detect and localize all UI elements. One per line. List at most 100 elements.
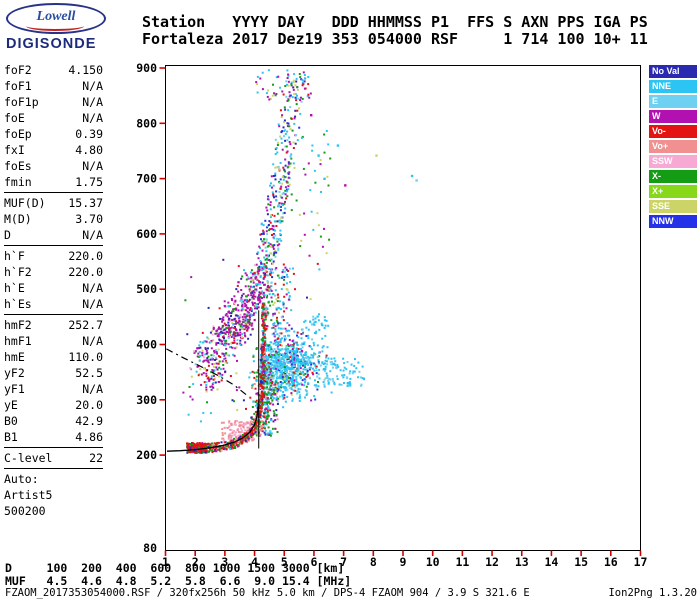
- svg-text:300: 300: [136, 393, 157, 407]
- parameter-row-500200: 500200: [4, 503, 103, 519]
- svg-text:600: 600: [136, 227, 157, 241]
- parameter-value: N/A: [82, 159, 103, 173]
- parameter-value: N/A: [82, 79, 103, 93]
- parameter-name: hmF2: [4, 318, 32, 332]
- svg-text:500: 500: [136, 282, 157, 296]
- outlier-points: [310, 114, 418, 187]
- cluster-plume-sparse: [272, 130, 332, 257]
- parameter-name: foF1: [4, 79, 32, 93]
- svg-text:900: 900: [136, 61, 157, 75]
- parameter-separator: [4, 192, 103, 193]
- svg-text:2: 2: [192, 555, 199, 569]
- legend-item-vo_plus: Vo+: [649, 140, 697, 153]
- parameter-value: N/A: [82, 297, 103, 311]
- parameter-row-b1: B1 4.86: [4, 429, 103, 445]
- parameter-row-clevel: C-level 22: [4, 450, 103, 466]
- cluster-cyan-cloud: [259, 327, 333, 404]
- parameter-value: 4.80: [75, 143, 103, 157]
- parameter-value: 52.5: [75, 366, 103, 380]
- svg-text:9: 9: [400, 555, 407, 569]
- parameter-name: B1: [4, 430, 18, 444]
- parameter-name: h`Es: [4, 297, 32, 311]
- legend-item-nnw: NNW: [649, 215, 697, 228]
- station-header-labels: Station YYYY DAY DDD HHMMSS P1 FFS S AXN…: [142, 13, 648, 31]
- parameter-name: yF1: [4, 382, 25, 396]
- svg-text:4: 4: [251, 555, 258, 569]
- svg-text:14: 14: [545, 555, 559, 569]
- svg-text:6: 6: [310, 555, 317, 569]
- legend-item-ssw: SSW: [649, 155, 697, 168]
- parameter-name: D: [4, 228, 11, 242]
- svg-text:3: 3: [221, 555, 228, 569]
- parameter-name: yF2: [4, 366, 25, 380]
- parameter-value: N/A: [82, 334, 103, 348]
- parameter-value: 220.0: [68, 249, 103, 263]
- legend-item-vo_minus: Vo-: [649, 125, 697, 138]
- file-info-line: FZAOM_2017353054000.RSF / 320fx256h 50 k…: [5, 588, 697, 599]
- parameter-separator: [4, 447, 103, 448]
- parameter-row-md: M(D) 3.70: [4, 211, 103, 227]
- parameter-row-hme: hmE 110.0: [4, 349, 103, 365]
- file-info-text: FZAOM_2017353054000.RSF / 320fx256h 50 k…: [5, 587, 530, 599]
- parameter-row-fof1: foF1 N/A: [4, 78, 103, 94]
- true-height-profile-curve: [166, 406, 260, 452]
- cluster-cyan-tail2: [301, 313, 330, 331]
- cluster-upper-plume: [256, 69, 307, 277]
- svg-text:7: 7: [340, 555, 347, 569]
- svg-text:1: 1: [162, 555, 169, 569]
- parameter-row-fof2: foF2 4.150: [4, 62, 103, 78]
- cluster-diag-band2: [197, 287, 266, 404]
- parameter-name: foF1p: [4, 95, 39, 109]
- parameter-value: 1.75: [75, 175, 103, 189]
- parameter-value: 15.37: [68, 196, 103, 210]
- parameter-value: N/A: [82, 281, 103, 295]
- svg-text:10: 10: [426, 555, 440, 569]
- legend-item-w: W: [649, 110, 697, 123]
- parameter-name: C-level: [4, 451, 53, 465]
- parameter-row-foes: foEs N/A: [4, 158, 103, 174]
- parameter-row-hf2: h`F2 220.0: [4, 264, 103, 280]
- cluster-top-sparse: [255, 69, 312, 102]
- parameter-row-hmf2: hmF2 252.7: [4, 317, 103, 333]
- y-axis-ticks: 200 300 400 500 600 700 800 900 80: [136, 61, 166, 555]
- parameter-name: foF2: [4, 63, 32, 77]
- parameter-value: N/A: [82, 228, 103, 242]
- svg-text:8: 8: [370, 555, 377, 569]
- parameter-row-he: h`E N/A: [4, 280, 103, 296]
- cluster-diag-band: [188, 252, 273, 388]
- parameter-value: 4.150: [68, 63, 103, 77]
- legend-item-e: E: [649, 95, 697, 108]
- parameter-name: foEp: [4, 127, 32, 141]
- parameter-row-hmf1: hmF1 N/A: [4, 333, 103, 349]
- parameter-name: fmin: [4, 175, 32, 189]
- cluster-cyan-tail: [322, 357, 366, 387]
- svg-text:5: 5: [281, 555, 288, 569]
- legend-item-nne: NNE: [649, 80, 697, 93]
- lowell-digisonde-logo: Lowell DIGISONDE: [6, 3, 116, 52]
- y-axis-bottom-label: 80: [143, 541, 157, 555]
- parameter-row-yf2: yF2 52.5: [4, 365, 103, 381]
- parameter-name: h`E: [4, 281, 25, 295]
- svg-text:16: 16: [604, 555, 618, 569]
- cluster-cloud-plume-join: [262, 266, 292, 330]
- parameter-name: MUF(D): [4, 196, 46, 210]
- parameter-separator: [4, 468, 103, 469]
- legend-item-x_minus: X-: [649, 170, 697, 183]
- station-header-values: Fortaleza 2017 Dez19 353 054000 RSF 1 71…: [142, 30, 648, 48]
- parameter-value: 110.0: [68, 350, 103, 364]
- parameter-row-fxi: fxI 4.80: [4, 142, 103, 158]
- logo-digisonde-text: DIGISONDE: [6, 36, 97, 52]
- parameter-value: 20.0: [75, 398, 103, 412]
- parameter-value: 252.7: [68, 318, 103, 332]
- svg-text:15: 15: [574, 555, 588, 569]
- parameter-name: foE: [4, 111, 25, 125]
- program-version-text: Ion2Png 1.3.20: [608, 587, 697, 599]
- parameter-value: 3.70: [75, 212, 103, 226]
- parameter-name: Artist5: [4, 488, 53, 502]
- parameter-name: Auto:: [4, 472, 39, 486]
- parameter-value: N/A: [82, 382, 103, 396]
- parameter-separator: [4, 245, 103, 246]
- parameter-name: h`F: [4, 249, 25, 263]
- parameter-row-hf: h`F 220.0: [4, 248, 103, 264]
